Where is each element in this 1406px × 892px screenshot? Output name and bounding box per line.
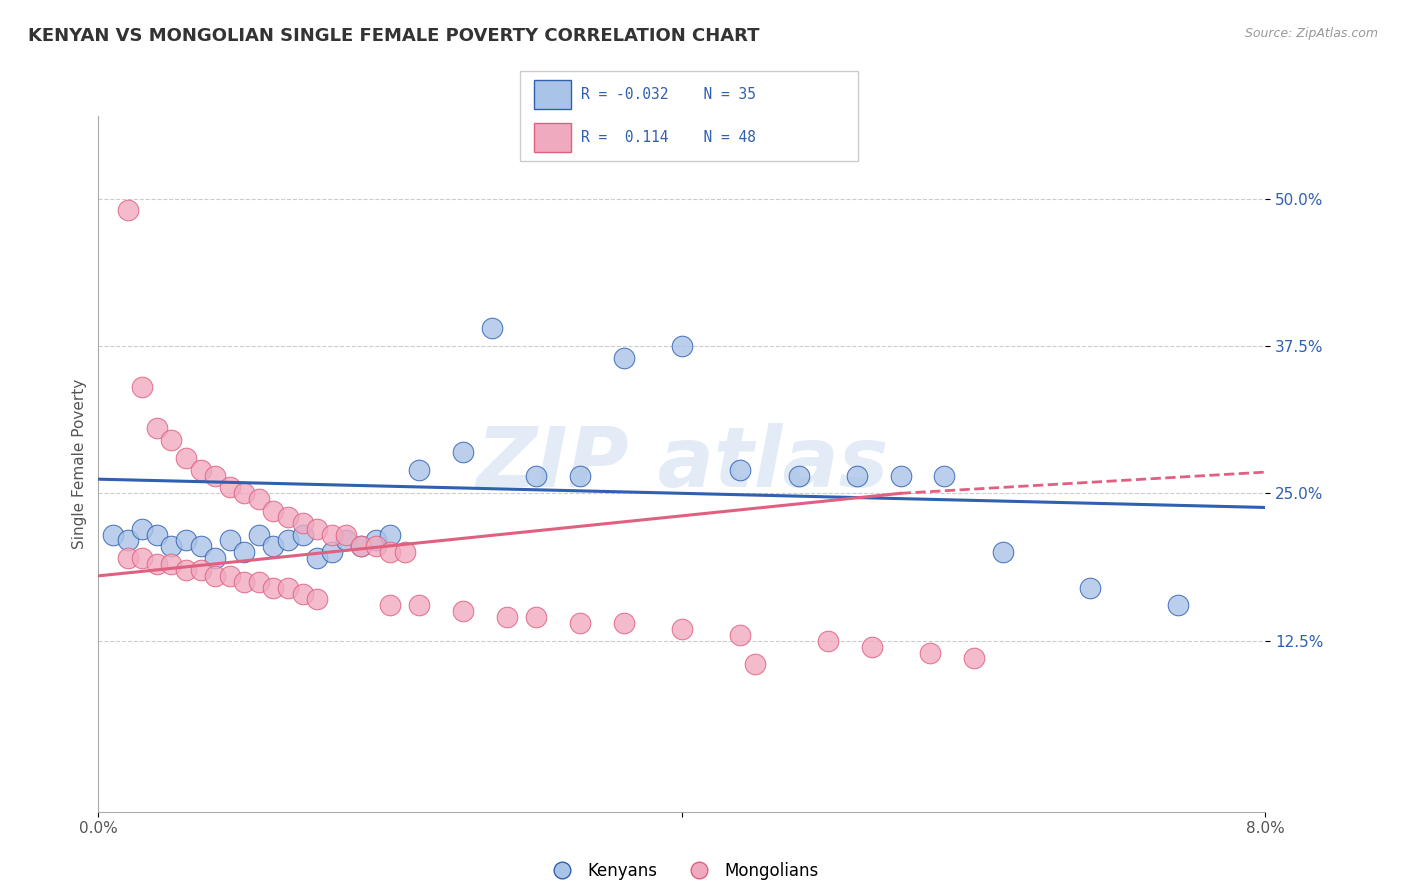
Point: [131, 551, 153, 566]
Point: [568, 468, 591, 483]
Point: [378, 527, 402, 541]
Point: [101, 527, 124, 541]
Point: [451, 445, 474, 459]
Point: [204, 468, 226, 483]
Point: [744, 657, 766, 672]
Point: [160, 434, 183, 448]
Point: [218, 569, 240, 583]
Bar: [534, 80, 571, 109]
Point: [174, 450, 197, 465]
Point: [218, 480, 240, 494]
Point: [233, 545, 256, 559]
Point: [817, 633, 839, 648]
Point: [307, 592, 329, 607]
Point: [146, 557, 169, 571]
Point: [174, 533, 197, 548]
Point: [845, 468, 868, 483]
Point: [277, 533, 299, 548]
Point: [190, 463, 212, 477]
Point: [524, 610, 547, 624]
Text: KENYAN VS MONGOLIAN SINGLE FEMALE POVERTY CORRELATION CHART: KENYAN VS MONGOLIAN SINGLE FEMALE POVERT…: [28, 27, 759, 45]
Point: [146, 421, 169, 435]
Point: [204, 551, 226, 566]
Point: [160, 557, 183, 571]
Point: [378, 545, 402, 559]
Point: [321, 527, 343, 541]
Point: [160, 540, 183, 554]
Point: [496, 610, 519, 624]
Point: [934, 468, 956, 483]
Point: [262, 540, 284, 554]
Point: [671, 339, 693, 353]
Point: [671, 622, 693, 636]
Point: [612, 351, 634, 365]
FancyBboxPatch shape: [520, 71, 858, 161]
Point: [291, 516, 314, 530]
Point: [291, 586, 314, 600]
Point: [291, 527, 314, 541]
Point: [233, 486, 256, 500]
Point: [247, 574, 270, 589]
Point: [174, 563, 197, 577]
Point: [277, 581, 299, 595]
Point: [378, 599, 402, 613]
Point: [860, 640, 883, 654]
Point: [1080, 581, 1102, 595]
Point: [117, 551, 139, 566]
Point: [190, 540, 212, 554]
Point: [1167, 599, 1189, 613]
Point: [307, 551, 329, 566]
Point: [350, 540, 373, 554]
Point: [218, 533, 240, 548]
Point: [321, 545, 343, 559]
Point: [335, 527, 357, 541]
Point: [146, 527, 169, 541]
Point: [524, 468, 547, 483]
Point: [890, 468, 912, 483]
Point: [247, 527, 270, 541]
Text: R = -0.032    N = 35: R = -0.032 N = 35: [581, 87, 756, 102]
Point: [204, 569, 226, 583]
Point: [307, 522, 329, 536]
Point: [131, 522, 153, 536]
Point: [787, 468, 810, 483]
Text: ZIP atlas: ZIP atlas: [475, 424, 889, 504]
Point: [991, 545, 1014, 559]
Legend: Kenyans, Mongolians: Kenyans, Mongolians: [538, 855, 825, 887]
Point: [350, 540, 373, 554]
Bar: [534, 123, 571, 152]
Point: [262, 581, 284, 595]
Point: [728, 463, 751, 477]
Y-axis label: Single Female Poverty: Single Female Poverty: [72, 379, 87, 549]
Point: [364, 533, 387, 548]
Point: [728, 628, 751, 642]
Point: [277, 509, 299, 524]
Point: [117, 533, 139, 548]
Text: R =  0.114    N = 48: R = 0.114 N = 48: [581, 130, 756, 145]
Point: [612, 615, 634, 630]
Point: [233, 574, 256, 589]
Point: [568, 615, 591, 630]
Point: [190, 563, 212, 577]
Point: [335, 533, 357, 548]
Point: [918, 646, 941, 660]
Point: [408, 599, 430, 613]
Point: [117, 203, 139, 218]
Point: [394, 545, 416, 559]
Point: [451, 604, 474, 618]
Point: [262, 504, 284, 518]
Point: [962, 651, 984, 665]
Text: Source: ZipAtlas.com: Source: ZipAtlas.com: [1244, 27, 1378, 40]
Point: [131, 380, 153, 394]
Point: [481, 321, 503, 335]
Point: [408, 463, 430, 477]
Point: [247, 492, 270, 507]
Point: [364, 540, 387, 554]
